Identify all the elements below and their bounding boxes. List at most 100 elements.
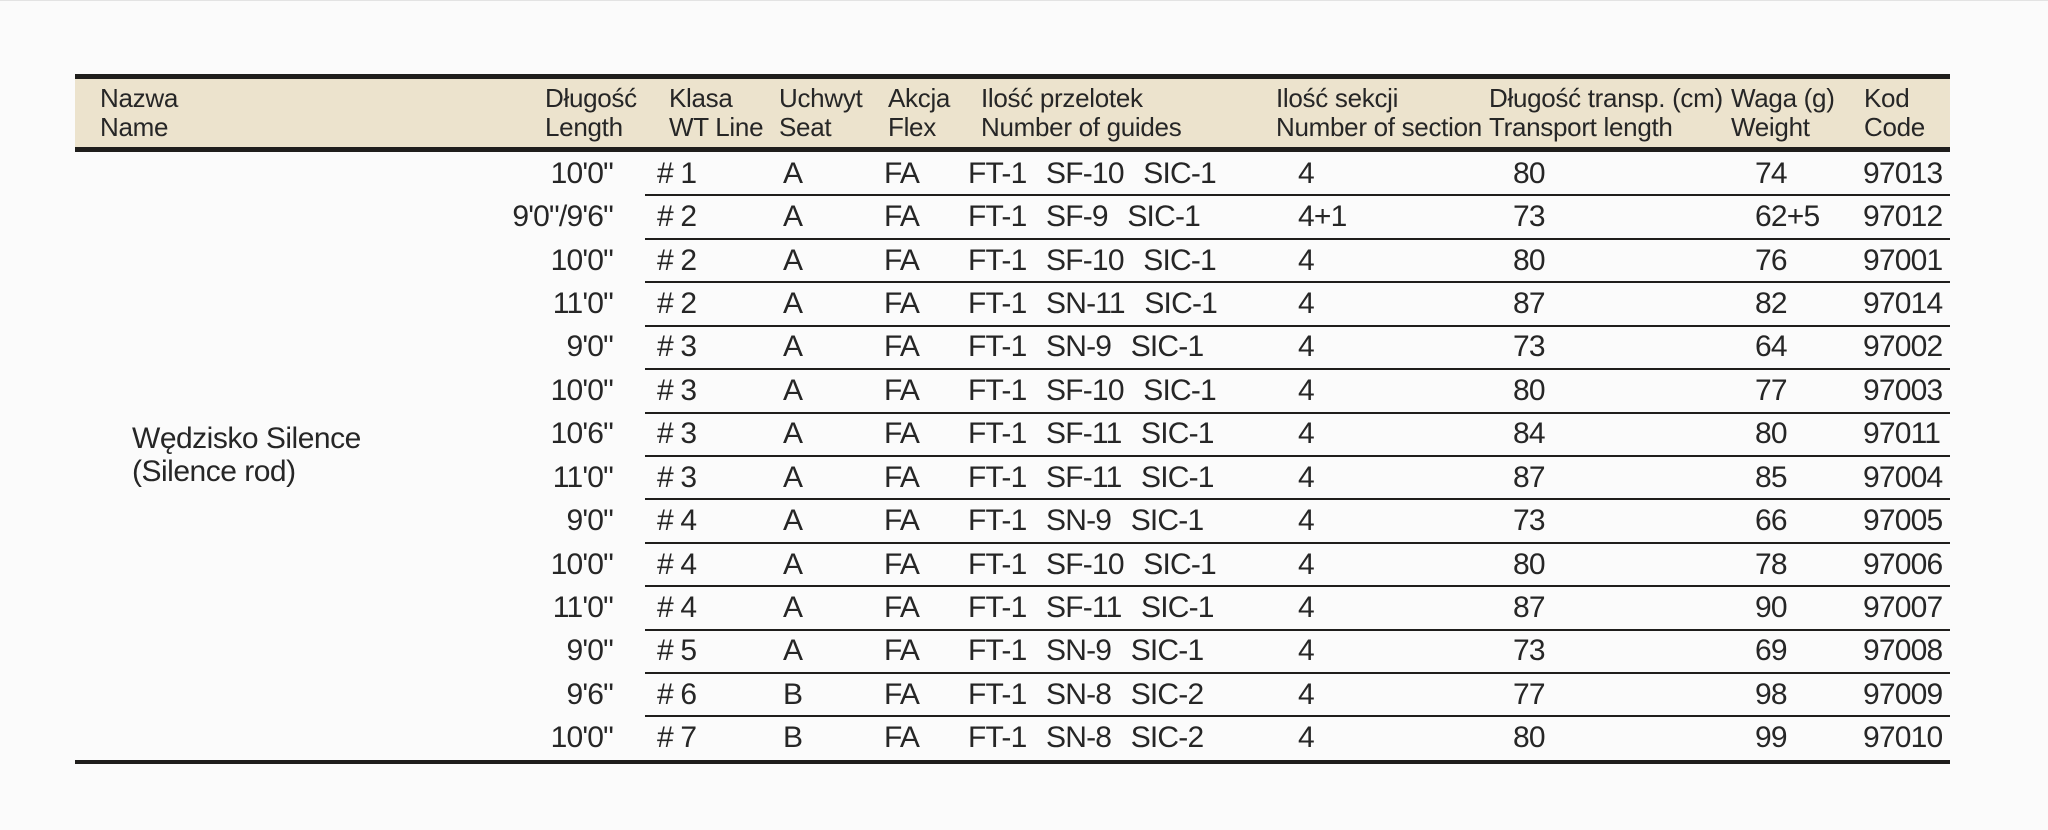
cell-akcja: FA [884, 460, 920, 494]
column-header-weight-pl: Waga (g) [1731, 83, 1835, 113]
cell-length: 9'0" [566, 634, 613, 668]
table-row: 10'0" # 4 A FA FT-1 SF-10 SIC-1 4 80 78 97006 [75, 543, 1950, 588]
cell-length: 10'0" [550, 721, 614, 755]
column-header-flex: Akcja Flex [888, 84, 950, 142]
cell-waga: 62+5 [1755, 200, 1820, 234]
cell-kod: 97010 [1863, 721, 1943, 755]
cell-uchwyt: A [783, 634, 803, 668]
column-header-length-pl: Długość [545, 83, 637, 113]
cell-akcja: FA [884, 200, 920, 234]
cell-sekcji: 4+1 [1298, 200, 1347, 234]
column-header-length: Długość Length [545, 84, 637, 142]
cell-guides: FT-1 SF-11 SIC-1 [968, 417, 1215, 451]
cell-waga: 98 [1755, 677, 1788, 711]
cell-transport: 84 [1513, 417, 1546, 451]
cell-uchwyt: A [783, 590, 803, 624]
cell-waga: 82 [1755, 286, 1788, 320]
cell-uchwyt: B [783, 721, 803, 755]
cell-uchwyt: A [783, 156, 803, 190]
column-header-code-pl: Kod [1864, 83, 1910, 113]
cell-kod: 97002 [1863, 330, 1943, 364]
column-header-code-en: Code [1864, 112, 1925, 142]
cell-kod: 97004 [1863, 460, 1943, 494]
table-body: Wędzisko Silence (Silence rod) 10'0" # 1 A… [75, 152, 1950, 764]
row-divider [645, 715, 1950, 718]
cell-uchwyt: A [783, 200, 803, 234]
cell-guides: FT-1 SN-8 SIC-2 [968, 677, 1204, 711]
cell-guides: FT-1 SF-11 SIC-1 [968, 460, 1215, 494]
cell-transport: 77 [1513, 677, 1546, 711]
cell-akcja: FA [884, 547, 920, 581]
table-row: 10'6" # 3 A FA FT-1 SF-11 SIC-1 4 84 80 97011 [75, 413, 1950, 457]
cell-uchwyt: A [783, 460, 803, 494]
cell-klasa: # 2 [657, 200, 697, 234]
column-header-transport-length-en: Transport length [1489, 112, 1673, 142]
cell-waga: 90 [1755, 590, 1788, 624]
cell-length: 9'0" [566, 504, 613, 538]
row-divider [645, 281, 1950, 284]
row-divider [645, 237, 1950, 240]
cell-klasa: # 2 [657, 286, 697, 320]
row-divider [645, 498, 1950, 501]
cell-klasa: # 3 [657, 330, 697, 364]
cell-transport: 87 [1513, 460, 1546, 494]
cell-sekcji: 4 [1298, 547, 1315, 581]
table-row: 9'0" # 3 A FA FT-1 SN-9 SIC-1 4 73 64 97002 [75, 326, 1950, 371]
table-row: 11'0" # 2 A FA FT-1 SN-11 SIC-1 4 87 82 97014 [75, 282, 1950, 327]
column-header-transport-length-pl: Długość transp. (cm) [1489, 83, 1723, 113]
cell-guides: FT-1 SN-9 SIC-1 [968, 330, 1204, 364]
row-divider [645, 411, 1950, 414]
cell-kod: 97013 [1863, 156, 1943, 190]
cell-akcja: FA [884, 286, 920, 320]
column-header-wt-line: Klasa WT Line [669, 84, 764, 142]
cell-sekcji: 4 [1298, 330, 1315, 364]
cell-klasa: # 7 [657, 721, 697, 755]
cell-transport: 80 [1513, 721, 1546, 755]
cell-akcja: FA [884, 243, 920, 277]
cell-kod: 97014 [1863, 286, 1943, 320]
cell-sekcji: 4 [1298, 504, 1315, 538]
cell-guides: FT-1 SF-10 SIC-1 [968, 373, 1217, 407]
cell-kod: 97007 [1863, 590, 1943, 624]
cell-akcja: FA [884, 634, 920, 668]
cell-sekcji: 4 [1298, 243, 1315, 277]
cell-sekcji: 4 [1298, 590, 1315, 624]
cell-sekcji: 4 [1298, 286, 1315, 320]
cell-akcja: FA [884, 373, 920, 407]
cell-length: 10'0" [550, 156, 614, 190]
table-row: 10'0" # 2 A FA FT-1 SF-10 SIC-1 4 80 76 97001 [75, 239, 1950, 284]
cell-waga: 85 [1755, 460, 1788, 494]
cell-length: 11'0" [552, 590, 614, 624]
cell-klasa: # 1 [657, 156, 697, 190]
cell-kod: 97011 [1863, 417, 1941, 451]
table-row: 9'6" # 6 B FA FT-1 SN-8 SIC-2 4 77 98 97009 [75, 673, 1950, 718]
cell-waga: 99 [1755, 721, 1788, 755]
cell-waga: 66 [1755, 504, 1788, 538]
cell-akcja: FA [884, 677, 920, 711]
cell-guides: FT-1 SN-9 SIC-1 [968, 504, 1204, 538]
cell-klasa: # 3 [657, 417, 697, 451]
cell-klasa: # 4 [657, 547, 697, 581]
cell-guides: FT-1 SF-10 SIC-1 [968, 243, 1217, 277]
cell-uchwyt: A [783, 330, 803, 364]
cell-waga: 69 [1755, 634, 1788, 668]
column-header-name-en: Name [100, 112, 169, 142]
column-header-sections-en: Number of section [1276, 112, 1482, 142]
cell-klasa: # 4 [657, 504, 697, 538]
column-header-weight-en: Weight [1731, 112, 1810, 142]
cell-sekcji: 4 [1298, 634, 1315, 668]
column-header-guides-pl: Ilość przelotek [981, 83, 1143, 113]
column-header-length-en: Length [545, 112, 623, 142]
row-divider [645, 585, 1950, 588]
cell-transport: 80 [1513, 547, 1546, 581]
column-header-weight: Waga (g) Weight [1731, 84, 1835, 142]
column-header-guides: Ilość przelotek Number of guides [981, 83, 1182, 142]
cell-guides: FT-1 SF-10 SIC-1 [968, 547, 1217, 581]
cell-akcja: FA [884, 721, 920, 755]
cell-klasa: # 6 [657, 677, 697, 711]
cell-sekcji: 4 [1298, 417, 1315, 451]
column-header-name-pl: Nazwa [100, 83, 178, 113]
column-header-flex-en: Flex [888, 112, 936, 142]
cell-guides: FT-1 SN-8 SIC-2 [968, 721, 1204, 755]
